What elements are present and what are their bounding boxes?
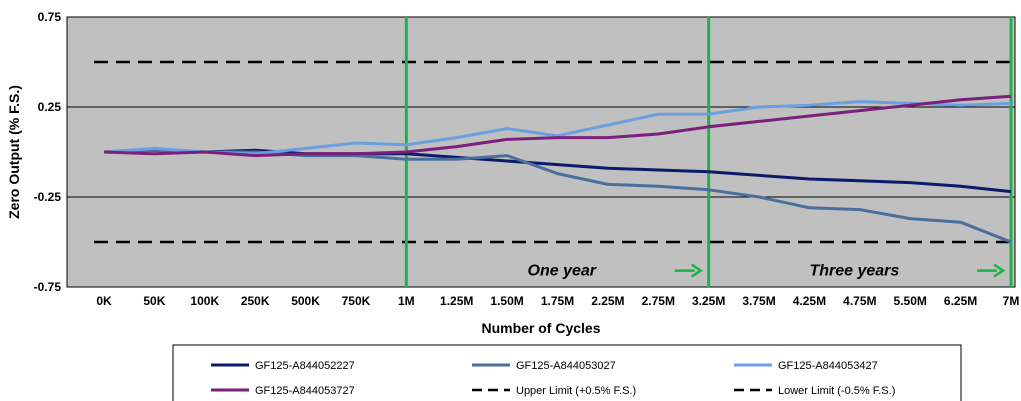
x-axis-title: Number of Cycles [481,320,600,336]
series-line-2 [103,100,1012,156]
x-tick-label: 3.25M [692,294,725,308]
x-tick-label: 0K [96,294,112,308]
x-tick-label: 250K [241,294,270,308]
x-tick-label: 4.25M [793,294,826,308]
legend-box [172,344,962,401]
x-tick-label: 1.75M [541,294,574,308]
x-tick-label: 1.25M [440,294,473,308]
series-line-3 [103,94,1012,158]
annotation-label-1: Three years [809,263,899,280]
x-tick-label: 7M [1003,294,1020,308]
series-layer [103,94,1012,244]
x-tick-label: 1.50M [490,294,523,308]
y-tick-label: 0.75 [38,10,62,24]
annotation-arrow-head-0 [690,263,703,278]
x-tick-label: 50K [143,294,165,308]
series-line-1 [103,148,1012,244]
legend-label-1: GF125-A844053027 [516,360,616,372]
annotations: One year Three years [528,263,1006,280]
y-tick-labels: -0.75 -0.25 0.25 0.75 [34,10,62,294]
grid-layer [67,106,1015,198]
legend-label-0: GF125-A844052227 [255,360,355,372]
x-tick-label: 6.25M [944,294,977,308]
legend-label-4: Upper Limit (+0.5% F.S.) [516,385,636,397]
x-tick-label: 500K [291,294,320,308]
y-tick-label: -0.25 [34,190,62,204]
legend-items: GF125-A844052227 GF125-A844053027 GF125-A8… [211,360,895,397]
x-tick-label: 2.75M [642,294,675,308]
y-tick-label: -0.75 [34,280,62,294]
x-tick-label: 1M [398,294,415,308]
legend-label-5: Lower Limit (-0.5% F.S.) [778,385,895,397]
x-tick-label: 750K [342,294,371,308]
annotation-arrow-head-1 [993,263,1006,278]
series-line-0 [103,148,1012,194]
x-tick-label: 4.75M [843,294,876,308]
x-tick-labels: 0K 50K 100K 250K 500K 750K 1M 1.25M 1.50M 1.75M 2.… [96,294,1019,308]
legend: GF125-A844052227 GF125-A844053027 GF125-A8… [172,344,962,401]
legend-label-2: GF125-A844053427 [778,360,878,372]
x-tick-label: 100K [190,294,219,308]
y-tick-label: 0.25 [38,100,62,114]
x-tick-label: 5.50M [894,294,927,308]
legend-label-3: GF125-A844053727 [255,385,355,397]
x-tick-label: 3.75M [742,294,775,308]
x-tick-label: 2.25M [591,294,624,308]
y-axis-title: Zero Output (% F.S.) [6,85,22,219]
annotation-label-0: One year [528,263,597,280]
